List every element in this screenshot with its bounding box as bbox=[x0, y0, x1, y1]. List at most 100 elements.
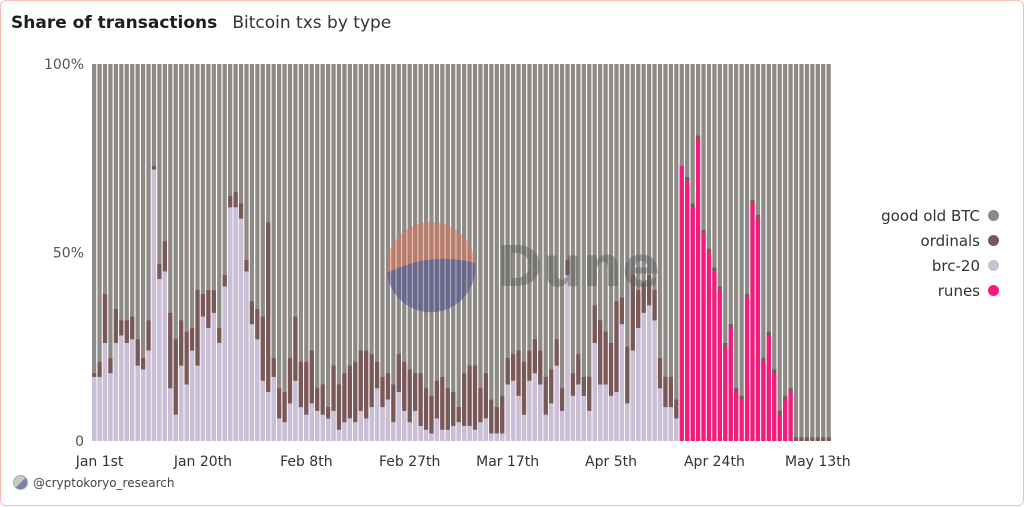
bar-good-old-btc bbox=[510, 64, 516, 441]
x-tick-label: Feb 27th bbox=[379, 454, 440, 470]
bar-ordinals bbox=[385, 373, 391, 400]
bar-good-old-btc bbox=[222, 64, 227, 441]
bar-runes bbox=[734, 391, 739, 441]
bar-ordinals bbox=[559, 388, 565, 411]
bar-brc-20 bbox=[668, 407, 674, 441]
bar-brc-20 bbox=[413, 410, 418, 441]
bar-ordinals bbox=[761, 358, 766, 362]
bar-ordinals bbox=[712, 267, 717, 272]
bar-ordinals bbox=[396, 354, 401, 392]
bar-brc-20 bbox=[516, 395, 521, 441]
bar-good-old-btc bbox=[766, 64, 771, 441]
bar-good-old-btc bbox=[391, 64, 396, 441]
bar-good-old-btc bbox=[309, 64, 314, 441]
bar-ordinals bbox=[249, 301, 255, 325]
bar-good-old-btc bbox=[799, 64, 804, 441]
bar-runes bbox=[679, 165, 684, 442]
bar-good-old-btc bbox=[625, 64, 630, 441]
legend-item-good-old-btc[interactable]: good old BTC bbox=[881, 203, 999, 228]
bar-ordinals bbox=[298, 361, 304, 408]
bar-good-old-btc bbox=[92, 64, 97, 441]
bar-good-old-btc bbox=[761, 64, 766, 441]
bar-brc-20 bbox=[592, 342, 597, 441]
bar-good-old-btc bbox=[467, 64, 472, 441]
bar-ordinals bbox=[195, 290, 200, 366]
bar-ordinals bbox=[532, 339, 537, 374]
bar-good-old-btc bbox=[423, 64, 429, 441]
bar-ordinals bbox=[630, 275, 635, 351]
bar-good-old-btc bbox=[451, 64, 456, 441]
bar-good-old-btc bbox=[325, 64, 331, 441]
bar-brc-20 bbox=[130, 339, 135, 441]
bar-good-old-btc bbox=[342, 64, 347, 441]
bar-good-old-btc bbox=[298, 64, 304, 441]
bar-brc-20 bbox=[505, 384, 510, 441]
bar-brc-20 bbox=[434, 418, 440, 441]
bar-ordinals bbox=[391, 384, 396, 423]
bar-good-old-btc bbox=[587, 64, 592, 441]
legend-item-runes[interactable]: runes bbox=[881, 278, 999, 303]
bar-brc-20 bbox=[184, 384, 189, 441]
bar-ordinals bbox=[429, 395, 434, 434]
bar-ordinals bbox=[407, 369, 412, 423]
bar-runes bbox=[728, 327, 733, 441]
bar-ordinals bbox=[277, 388, 282, 419]
bar-good-old-btc bbox=[478, 64, 483, 441]
dune-watermark: Dune bbox=[387, 222, 660, 313]
bar-brc-20 bbox=[374, 388, 380, 441]
bar-ordinals bbox=[674, 399, 679, 419]
bar-ordinals bbox=[500, 395, 505, 434]
bar-good-old-btc bbox=[200, 64, 206, 441]
bar-brc-20 bbox=[146, 350, 151, 441]
legend-swatch bbox=[988, 285, 999, 296]
bar-brc-20 bbox=[369, 407, 374, 441]
bar-brc-20 bbox=[396, 391, 401, 441]
bar-good-old-btc bbox=[641, 64, 646, 441]
bar-good-old-btc bbox=[500, 64, 505, 441]
bar-good-old-btc bbox=[385, 64, 391, 441]
bar-runes bbox=[701, 233, 706, 441]
bar-good-old-btc bbox=[603, 64, 608, 441]
bar-good-old-btc bbox=[483, 64, 489, 441]
bar-good-old-btc bbox=[565, 64, 570, 441]
bar-good-old-btc bbox=[793, 64, 799, 441]
bar-good-old-btc bbox=[456, 64, 461, 441]
bar-ordinals bbox=[423, 388, 429, 430]
bar-good-old-btc bbox=[119, 64, 124, 441]
bar-runes bbox=[723, 346, 728, 441]
bar-ordinals bbox=[549, 369, 554, 404]
x-tick-label: Feb 8th bbox=[280, 454, 333, 470]
bar-good-old-btc bbox=[598, 64, 603, 441]
bar-ordinals bbox=[734, 388, 739, 392]
bar-good-old-btc bbox=[532, 64, 537, 441]
bar-good-old-btc bbox=[527, 64, 532, 441]
bar-brc-20 bbox=[380, 407, 385, 441]
legend-item-ordinals[interactable]: ordinals bbox=[881, 228, 999, 253]
bar-brc-20 bbox=[211, 312, 216, 441]
bar-good-old-btc bbox=[462, 64, 467, 441]
bar-runes bbox=[766, 335, 771, 441]
bar-ordinals bbox=[189, 327, 195, 351]
bar-good-old-btc bbox=[277, 64, 282, 441]
bar-brc-20 bbox=[483, 418, 489, 441]
bar-ordinals bbox=[652, 290, 657, 321]
bar-good-old-btc bbox=[445, 64, 450, 441]
footer-handle: @cryptokoryo_research bbox=[33, 475, 175, 490]
bar-brc-20 bbox=[472, 429, 478, 441]
bar-brc-20 bbox=[298, 407, 304, 441]
bar-good-old-btc bbox=[472, 64, 478, 441]
bar-good-old-btc bbox=[189, 64, 195, 441]
legend-item-brc-20[interactable]: brc-20 bbox=[881, 253, 999, 278]
bar-brc-20 bbox=[108, 373, 113, 441]
bar-brc-20 bbox=[456, 422, 461, 441]
bar-ordinals bbox=[260, 316, 265, 381]
bar-good-old-btc bbox=[608, 64, 614, 441]
bar-brc-20 bbox=[554, 365, 559, 441]
bar-ordinals bbox=[543, 376, 548, 415]
bar-brc-20 bbox=[195, 365, 200, 441]
bar-brc-20 bbox=[200, 316, 206, 441]
bar-ordinals bbox=[815, 437, 820, 441]
legend-swatch bbox=[988, 235, 999, 246]
bar-good-old-btc bbox=[521, 64, 527, 441]
